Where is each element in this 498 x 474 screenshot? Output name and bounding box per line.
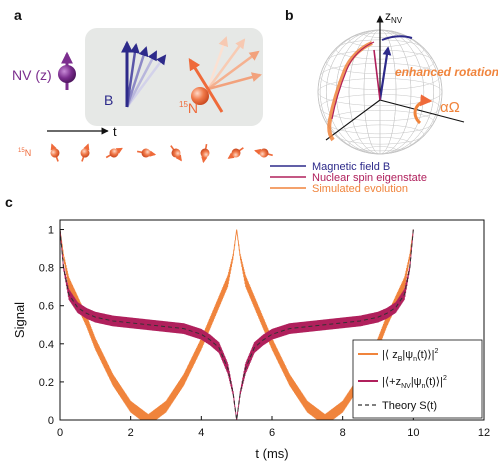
panel-a-box — [85, 28, 263, 126]
rotation-arrow-icon — [413, 94, 433, 125]
y-tick-label: 1 — [48, 225, 54, 237]
panel-b-legend: Magnetic field B Nuclear spin eigenstate… — [270, 161, 427, 195]
panel-b: b zNV enhanced rotation αΩ Magnetic fiel… — [270, 7, 498, 195]
legend-label-theory: Theory S(t) — [382, 400, 437, 412]
rotating-spin-icon — [136, 148, 157, 158]
x-tick-label: 8 — [340, 427, 346, 439]
y-tick-label: 0 — [48, 415, 54, 427]
panel-c-label: c — [5, 194, 13, 210]
x-tick-label: 6 — [269, 427, 275, 439]
time-label: t — [113, 124, 117, 139]
rotating-spin-icon — [80, 143, 90, 162]
x-tick-label: 10 — [407, 427, 419, 439]
rotating-spin-icon — [254, 148, 273, 158]
y-tick-label: 0.2 — [39, 377, 54, 389]
x-axis-title: t (ms) — [255, 446, 288, 461]
legend-label-zb: |⟨ zB|ψn(t)⟩|2 — [382, 348, 439, 363]
eigenstate-trace — [331, 41, 375, 120]
eigenstate-vector-icon — [373, 49, 381, 101]
rotating-spin-icon — [227, 147, 244, 159]
x-tick-label: 12 — [478, 427, 490, 439]
nv-label: NV (z) — [12, 67, 52, 83]
y-tick-label: 0.4 — [39, 339, 54, 351]
magnetic-field-arrows-icon — [121, 40, 167, 108]
x-tick-label: 4 — [198, 427, 204, 439]
y-tick-label: 0.8 — [39, 263, 54, 275]
axis-ticks: 0 2 4 6 8 10 12 0 0.2 0.4 0.6 0.8 1 — [39, 225, 490, 439]
legend-label-field: Magnetic field B — [312, 161, 390, 173]
rotating-spin-row — [50, 143, 273, 164]
series-2 — [59, 229, 414, 421]
rotating-spin-icon — [105, 147, 123, 159]
rotating-spin-icon — [200, 143, 210, 164]
panel-a: a NV (z) B 15N t — [12, 7, 273, 164]
z-axis-label: zNV — [385, 9, 403, 25]
x-axis-line — [325, 99, 381, 141]
b-vector-icon — [378, 46, 392, 101]
legend-label-evolution: Simulated evolution — [312, 183, 408, 195]
nv-spin-icon — [58, 51, 76, 90]
panel-a-label: a — [14, 7, 22, 23]
y-axis-title: Signal — [12, 302, 27, 338]
legend-label-znv: |⟨+zNV|ψn(t)⟩|2 — [382, 375, 447, 390]
y-axis-line — [379, 99, 465, 123]
legend-label-eigenstate: Nuclear spin eigenstate — [312, 172, 427, 184]
rotating-spin-icon — [170, 145, 182, 162]
nuclear-spin-arrows-icon — [188, 36, 262, 113]
series-line — [59, 229, 414, 421]
y-tick-label: 0.6 — [39, 301, 54, 313]
n15-row-label: 15N — [18, 148, 31, 158]
plot-legend: |⟨ zB|ψn(t)⟩|2 |⟨+zNV|ψn(t)⟩|2 Theory S(… — [352, 339, 483, 419]
x-tick-label: 2 — [128, 427, 134, 439]
rate-label: αΩ — [440, 99, 460, 116]
b-field-label: B — [104, 92, 113, 108]
panel-b-label: b — [285, 7, 294, 23]
rotating-spin-icon — [50, 143, 60, 162]
enhanced-rotation-label: enhanced rotation — [395, 65, 498, 79]
x-tick-label: 0 — [57, 427, 63, 439]
field-trace — [381, 35, 413, 41]
n15-label: 15N — [179, 100, 198, 116]
